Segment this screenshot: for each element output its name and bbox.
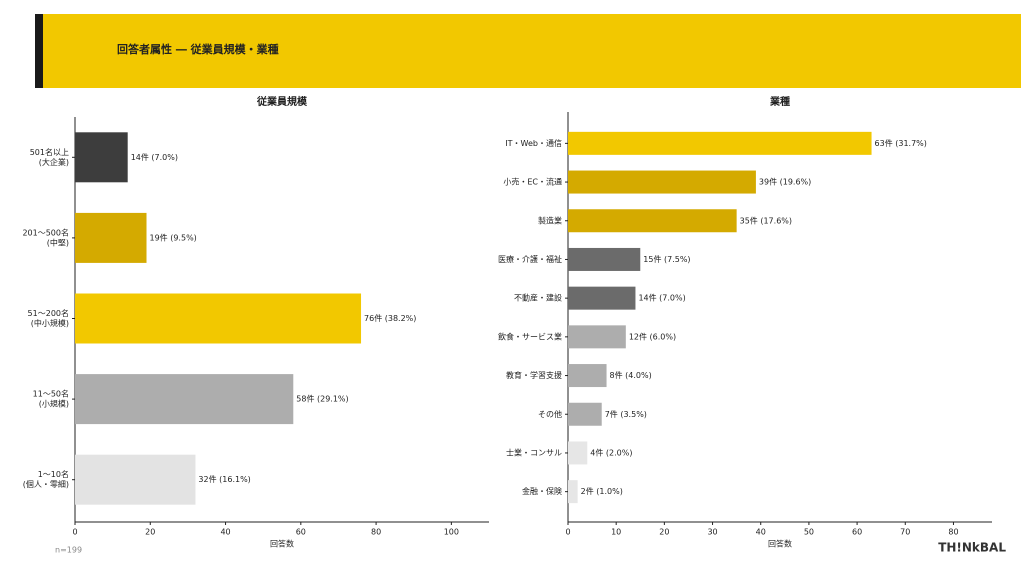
value-label: 14件 (7.0%) (638, 293, 685, 303)
value-label: 63件 (31.7%) (875, 138, 927, 148)
x-tick-label: 0 (72, 528, 77, 537)
y-tick-label: (大企業) (39, 157, 69, 167)
x-axis-label: 回答数 (768, 539, 792, 549)
value-label: 4件 (2.0%) (590, 447, 632, 457)
x-tick-label: 60 (296, 528, 306, 537)
value-label: 32件 (16.1%) (198, 474, 250, 484)
header-band (35, 14, 1021, 88)
y-tick-label: 小売・EC・流通 (503, 177, 562, 187)
y-tick-label: 製造業 (538, 215, 562, 225)
chart-title: 従業員規模 (256, 95, 308, 108)
x-tick-label: 80 (371, 528, 381, 537)
bar (75, 132, 128, 183)
y-tick-label: (中小規模) (31, 318, 69, 328)
y-tick-label: (中堅) (47, 237, 69, 247)
y-tick-label: 501名以上 (30, 147, 69, 157)
header-accent (35, 14, 43, 88)
y-tick-label: 教育・学習支援 (506, 370, 562, 380)
value-label: 12件 (6.0%) (629, 331, 676, 341)
x-tick-label: 70 (900, 528, 910, 537)
value-label: 39件 (19.6%) (759, 177, 811, 187)
x-tick-label: 100 (444, 528, 459, 537)
bar (75, 293, 362, 344)
y-tick-label: 飲食・サービス業 (498, 331, 562, 341)
y-tick-label: IT・Web・通信 (505, 138, 562, 148)
x-tick-label: 20 (145, 528, 155, 537)
bar (568, 286, 636, 310)
x-tick-label: 40 (220, 528, 230, 537)
value-label: 2件 (1.0%) (581, 486, 623, 496)
y-tick-label: (個人・零細) (23, 479, 69, 489)
bar (568, 364, 607, 388)
header-title: 回答者属性 ― 従業員規模・業種 (117, 42, 279, 56)
bar (75, 374, 294, 425)
bar (568, 325, 626, 349)
bar (75, 212, 147, 263)
y-tick-label: その他 (538, 409, 562, 419)
x-tick-label: 0 (565, 528, 570, 537)
x-tick-label: 30 (707, 528, 717, 537)
value-label: 58件 (29.1%) (296, 394, 348, 404)
bar (568, 247, 641, 271)
y-tick-label: 士業・コンサル (506, 447, 562, 457)
x-axis-label: 回答数 (270, 539, 294, 549)
y-tick-label: 51〜200名 (28, 308, 69, 318)
y-tick-label: 医療・介護・福祉 (498, 254, 562, 264)
sample-size: n=199 (55, 546, 82, 555)
x-tick-label: 80 (948, 528, 958, 537)
y-tick-label: 11〜50名 (33, 389, 69, 399)
x-tick-label: 60 (852, 528, 862, 537)
y-tick-label: 201〜500名 (22, 227, 69, 237)
bar (568, 131, 872, 155)
y-tick-label: 不動産・建設 (514, 293, 562, 303)
bar (568, 209, 737, 233)
bar (568, 170, 756, 194)
value-label: 35件 (17.6%) (740, 215, 792, 225)
logo: TH!NkBAL (938, 541, 1006, 555)
x-tick-label: 40 (756, 528, 766, 537)
value-label: 14件 (7.0%) (131, 152, 178, 162)
value-label: 76件 (38.2%) (364, 313, 416, 323)
bar (568, 480, 578, 504)
bar (568, 441, 588, 465)
x-tick-label: 50 (804, 528, 814, 537)
chart-title: 業種 (769, 95, 790, 108)
x-tick-label: 10 (611, 528, 621, 537)
value-label: 15件 (7.5%) (643, 254, 690, 264)
value-label: 8件 (4.0%) (610, 370, 652, 380)
value-label: 7件 (3.5%) (605, 409, 647, 419)
y-tick-label: 1〜10名 (38, 469, 69, 479)
x-tick-label: 20 (659, 528, 669, 537)
bar (75, 454, 196, 505)
bar (568, 402, 602, 426)
y-tick-label: 金融・保険 (522, 486, 562, 496)
y-tick-label: (小規模) (39, 399, 69, 409)
value-label: 19件 (9.5%) (150, 232, 197, 242)
